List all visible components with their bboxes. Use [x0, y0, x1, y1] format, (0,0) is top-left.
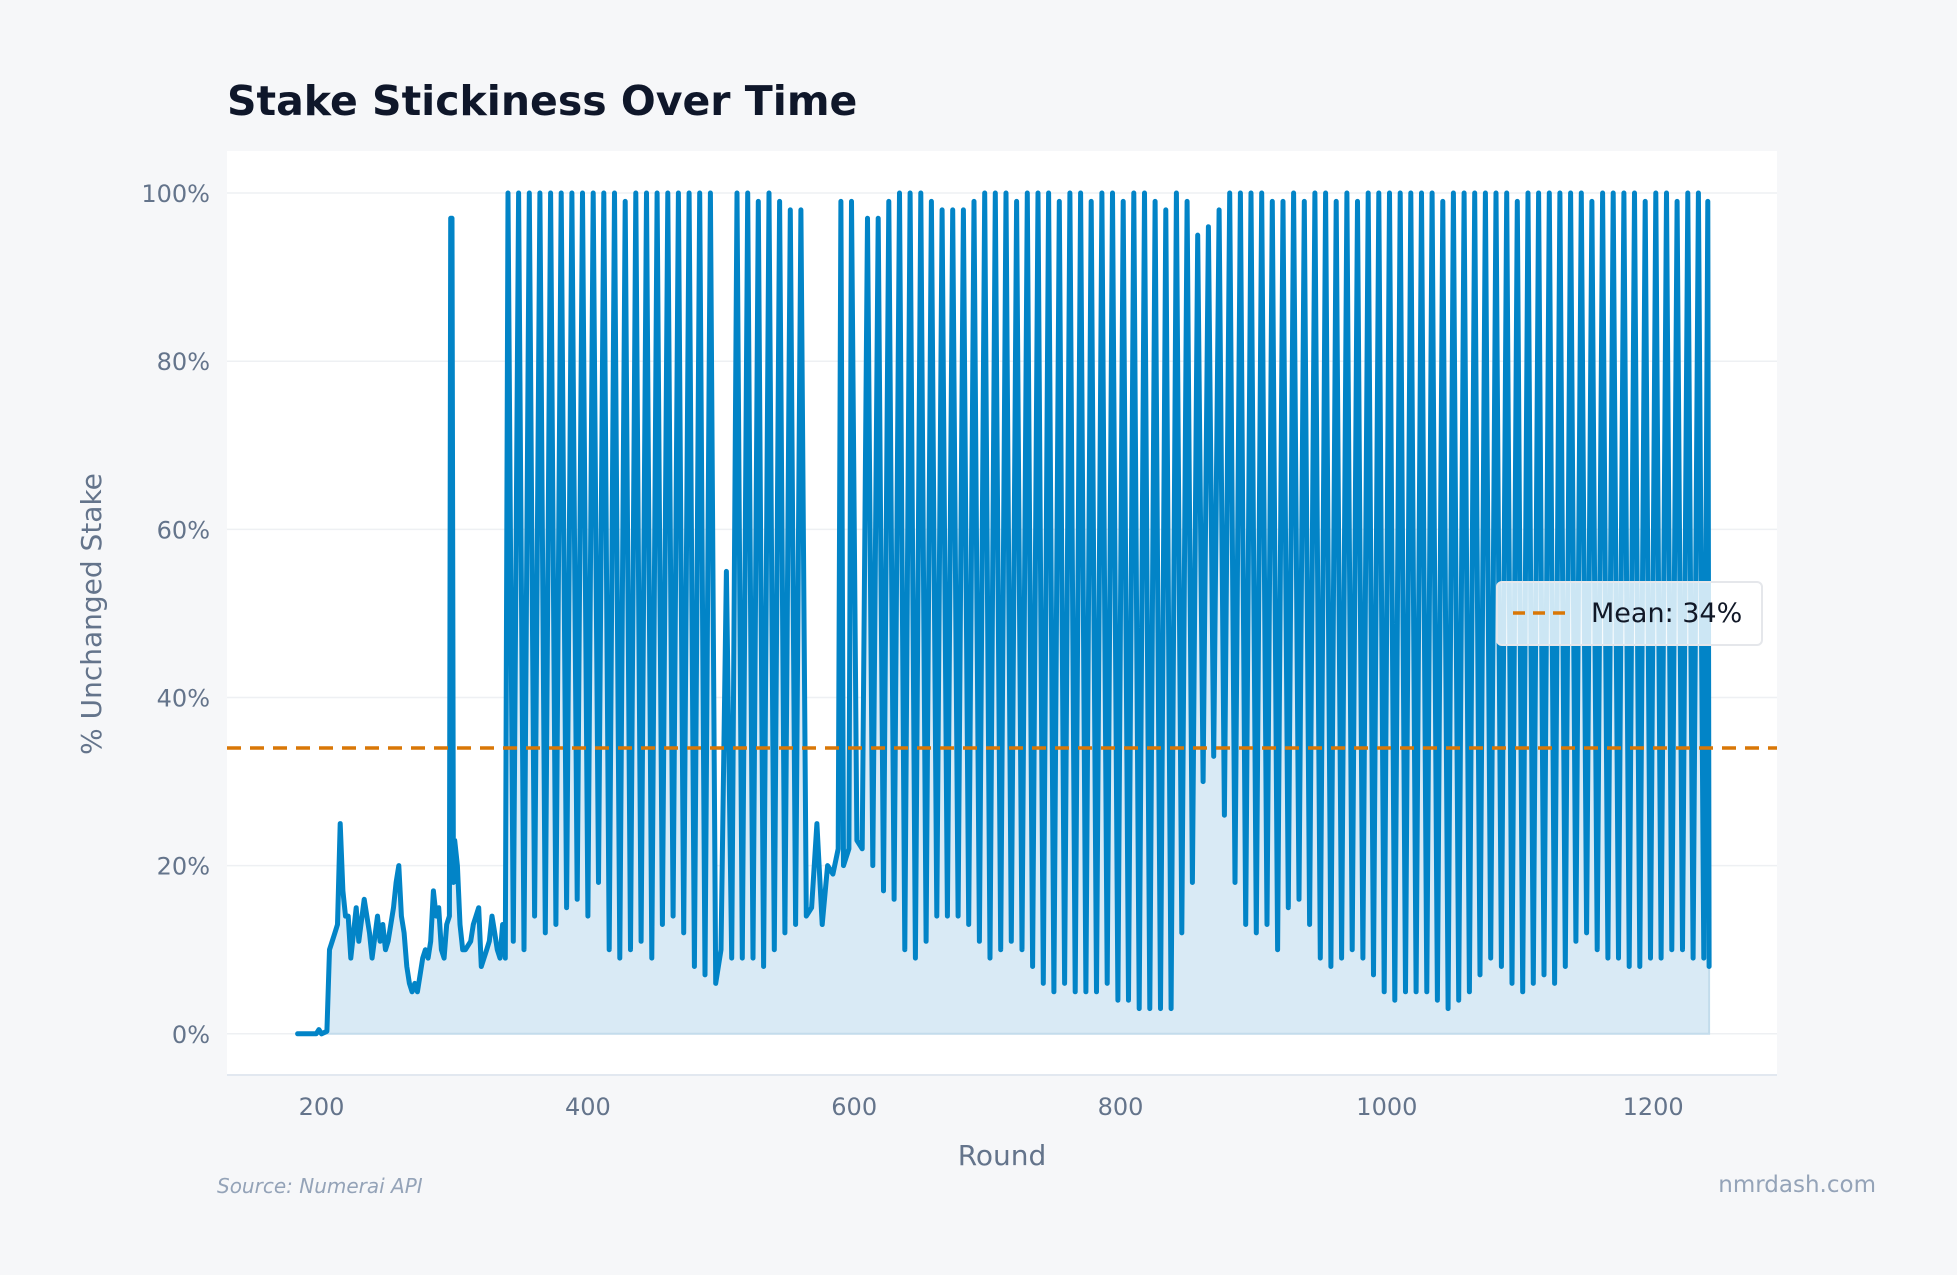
legend: Mean: 34%: [1496, 581, 1763, 646]
x-axis-ticks: 200 400 600 800 1000 1200: [299, 1093, 1684, 1121]
y-tick-label: 100%: [141, 180, 210, 208]
x-axis-label: Round: [958, 1139, 1047, 1172]
x-tick-label: 1000: [1356, 1093, 1417, 1121]
brand-watermark: nmrdash.com: [1718, 1172, 1876, 1198]
y-tick-label: 40%: [157, 684, 210, 712]
x-tick-label: 400: [565, 1093, 611, 1121]
x-tick-label: 800: [1098, 1093, 1144, 1121]
y-axis-label: % Unchanged Stake: [75, 473, 108, 755]
y-tick-label: 0%: [172, 1021, 210, 1049]
x-tick-label: 200: [299, 1093, 345, 1121]
series-line: [295, 190, 1712, 1037]
y-tick-label: 20%: [157, 853, 210, 881]
y-axis-ticks: 0% 20% 40% 60% 80% 100%: [141, 180, 210, 1049]
y-tick-label: 60%: [157, 516, 210, 544]
y-tick-label: 80%: [157, 348, 210, 376]
legend-box: [1496, 581, 1763, 646]
x-tick-label: 600: [831, 1093, 877, 1121]
x-tick-label: 1200: [1623, 1093, 1684, 1121]
series-group: [295, 190, 1712, 1037]
chart-title: Stake Stickiness Over Time: [227, 77, 857, 125]
legend-mean-label: Mean: 34%: [1591, 598, 1742, 629]
source-note: Source: Numerai API: [217, 1174, 423, 1198]
